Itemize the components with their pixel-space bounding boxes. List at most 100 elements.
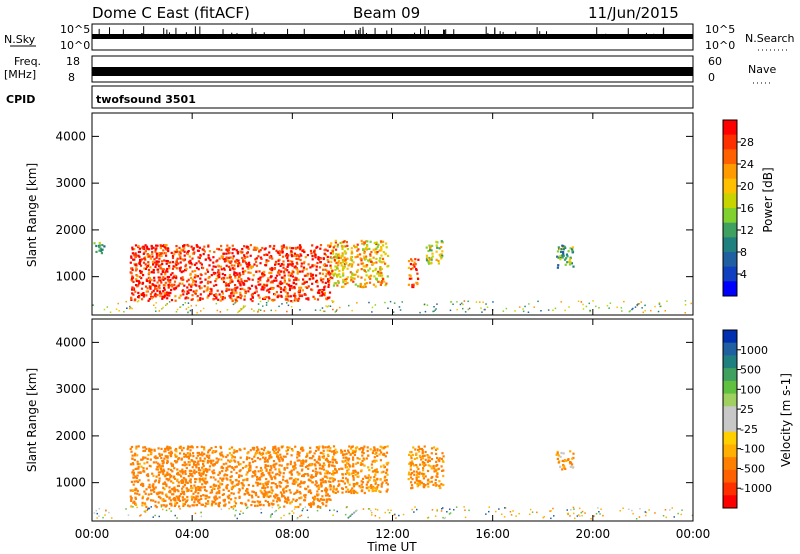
data-cell	[416, 272, 419, 275]
data-cell	[338, 259, 341, 262]
data-cell	[231, 482, 234, 485]
data-cell	[213, 472, 216, 475]
velocity-colorbar-tick-label: -100	[740, 443, 765, 456]
data-cell	[161, 462, 164, 465]
data-cell	[222, 280, 226, 283]
power-colorbar-label: Power [dB]	[761, 167, 775, 232]
data-cell	[269, 468, 272, 472]
data-cell	[230, 506, 233, 509]
data-cell	[425, 259, 429, 262]
data-cell	[318, 456, 321, 459]
data-cell	[328, 291, 332, 294]
data-cell	[410, 481, 413, 484]
ground-scatter-cell	[174, 514, 176, 517]
data-cell	[241, 487, 244, 490]
data-cell	[261, 492, 264, 495]
data-cell	[153, 284, 156, 287]
data-cell	[232, 451, 235, 454]
data-cell	[245, 504, 248, 507]
data-cell	[191, 257, 194, 260]
data-cell	[200, 286, 203, 289]
data-cell	[329, 264, 332, 267]
data-cell	[166, 495, 169, 498]
data-cell	[413, 261, 416, 264]
data-cell	[162, 486, 165, 489]
data-cell	[298, 459, 301, 462]
data-cell	[152, 246, 155, 249]
data-cell	[281, 247, 284, 250]
velocity-colorbar-tick-label: 1000	[740, 344, 768, 357]
data-cell	[173, 276, 176, 279]
data-cell	[168, 276, 171, 279]
data-cell	[321, 498, 324, 501]
data-cell	[233, 449, 236, 452]
ground-scatter-cell	[644, 309, 646, 312]
data-cell	[416, 472, 419, 475]
data-cell	[210, 461, 213, 464]
data-cell	[138, 282, 141, 285]
ground-scatter-cell	[648, 509, 650, 511]
data-cell	[314, 253, 317, 256]
data-cell	[325, 272, 328, 276]
ground-scatter-cell	[566, 509, 568, 511]
data-cell	[344, 245, 347, 248]
data-cell	[257, 283, 260, 286]
data-cell	[306, 254, 309, 257]
data-cell	[135, 445, 138, 448]
data-cell	[344, 464, 347, 467]
data-cell	[228, 273, 231, 277]
ground-scatter-cell	[664, 310, 666, 312]
ground-scatter-cell	[362, 508, 365, 510]
data-cell	[258, 476, 261, 479]
data-cell	[217, 298, 220, 301]
data-cell	[342, 241, 345, 244]
ground-scatter-cell	[464, 516, 467, 519]
data-cell	[212, 487, 215, 490]
data-cell	[217, 264, 220, 267]
data-cell	[351, 277, 354, 280]
data-cell	[355, 462, 358, 465]
ground-scatter-cell	[319, 507, 322, 509]
data-cell	[175, 259, 178, 262]
data-cell	[200, 263, 203, 266]
data-cell	[384, 253, 387, 256]
data-cell	[194, 464, 197, 467]
data-cell	[296, 478, 300, 481]
data-cell	[144, 503, 147, 506]
data-cell	[145, 467, 148, 470]
nsky-label: N.Sky	[4, 33, 36, 46]
data-cell	[262, 452, 265, 455]
data-cell	[294, 299, 297, 302]
data-cell	[130, 505, 133, 508]
data-cell	[148, 279, 151, 282]
data-cell	[272, 464, 275, 467]
data-cell	[328, 472, 331, 475]
data-cell	[241, 251, 244, 254]
data-cell	[352, 469, 355, 472]
data-cell	[132, 280, 135, 283]
data-cell	[274, 447, 277, 450]
ground-scatter-cell	[426, 304, 429, 306]
data-cell	[163, 450, 166, 453]
data-cell	[183, 254, 186, 257]
data-cell	[165, 259, 168, 263]
data-cell	[186, 253, 190, 256]
data-cell	[381, 274, 384, 277]
data-cell	[221, 470, 224, 473]
data-cell	[365, 457, 368, 460]
data-cell	[343, 482, 346, 485]
data-cell	[209, 281, 212, 284]
data-cell	[316, 261, 319, 265]
data-cell	[310, 288, 313, 291]
data-cell	[269, 474, 272, 477]
data-cell	[307, 479, 310, 482]
data-cell	[302, 482, 305, 485]
ground-scatter-cell	[592, 300, 594, 302]
data-cell	[256, 500, 259, 503]
data-cell	[363, 285, 366, 288]
data-cell	[309, 479, 312, 482]
data-cell	[342, 245, 345, 248]
data-cell	[563, 258, 567, 261]
data-cell	[151, 255, 154, 258]
data-cell	[417, 258, 420, 261]
